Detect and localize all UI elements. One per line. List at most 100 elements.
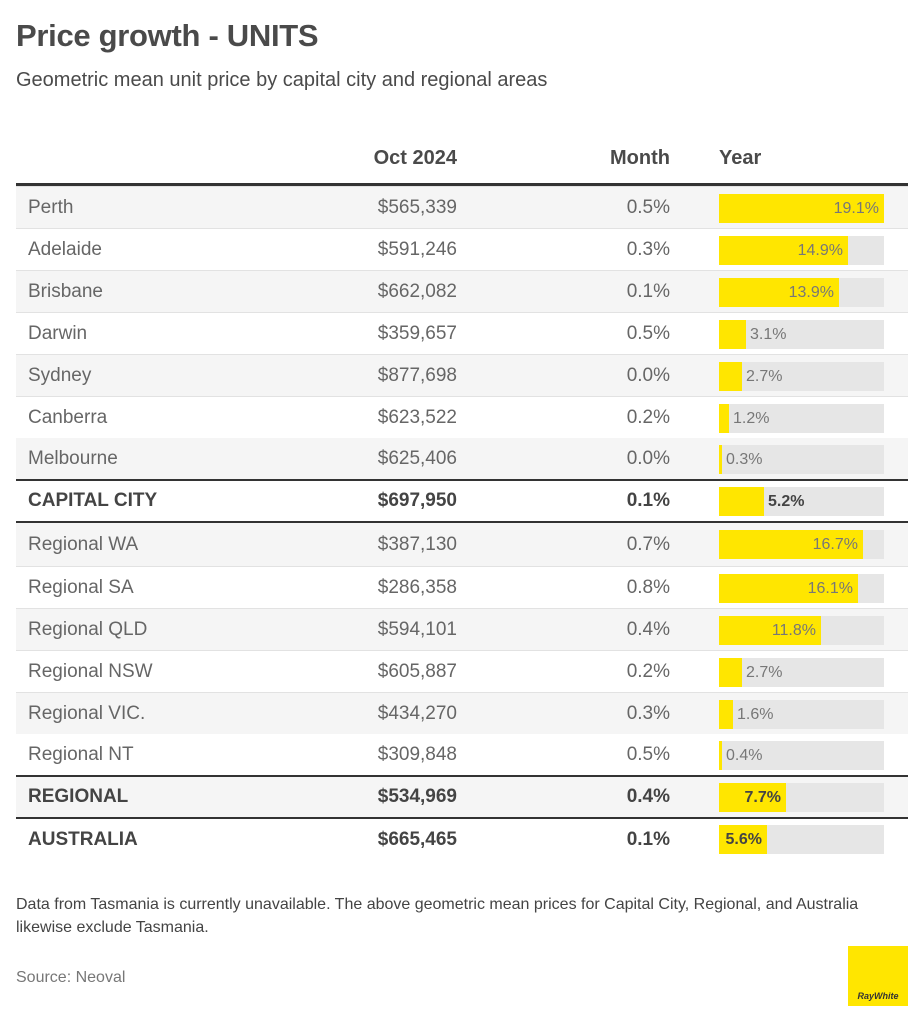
year-bar	[719, 487, 764, 516]
table-row: Darwin $359,657 0.5% 3.1%	[16, 312, 908, 354]
row-month-change: 0.2%	[626, 406, 670, 428]
year-bar-track: 5.2%	[719, 487, 884, 516]
year-bar-label: 13.9%	[788, 283, 834, 301]
row-month-change: 0.8%	[626, 576, 670, 598]
row-month-change: 0.1%	[626, 829, 670, 850]
year-bar	[719, 320, 746, 349]
year-bar-label: 0.3%	[726, 450, 763, 468]
row-price: $625,406	[377, 448, 457, 469]
page-subtitle: Geometric mean unit price by capital cit…	[16, 69, 548, 91]
year-bar	[719, 236, 848, 265]
year-bar	[719, 194, 884, 223]
row-price: $662,082	[377, 280, 457, 302]
year-bar	[719, 825, 767, 854]
year-bar-track: 11.8%	[719, 616, 884, 645]
row-month-change: 0.0%	[626, 364, 670, 386]
row-name: Darwin	[28, 322, 88, 344]
footnote: Data from Tasmania is currently unavaila…	[16, 896, 859, 936]
year-bar-track: 19.1%	[719, 194, 884, 223]
column-header-month: Month	[610, 147, 670, 169]
row-name: Adelaide	[28, 238, 102, 260]
row-name: Melbourne	[28, 448, 118, 469]
row-price: $665,465	[377, 829, 457, 850]
table-row: Melbourne $625,406 0.0% 0.3%	[16, 438, 908, 481]
year-bar-track: 16.1%	[719, 574, 884, 603]
row-month-change: 0.4%	[626, 618, 670, 640]
row-price: $387,130	[377, 533, 457, 555]
table-row: Canberra $623,522 0.2% 1.2%	[16, 396, 908, 438]
year-bar	[719, 700, 733, 729]
row-name: Regional QLD	[28, 618, 148, 640]
year-bar-label: 7.7%	[744, 788, 781, 806]
row-price: $697,950	[377, 490, 457, 511]
table-row: Perth $565,339 0.5% 19.1%	[16, 186, 908, 228]
row-price: $605,887	[377, 660, 457, 682]
row-price: $623,522	[377, 406, 457, 428]
year-bar-track: 1.2%	[719, 404, 884, 433]
row-month-change: 0.5%	[626, 744, 670, 765]
year-bar-track: 14.9%	[719, 236, 884, 265]
year-bar-track: 5.6%	[719, 825, 884, 854]
row-price: $591,246	[377, 238, 457, 260]
year-bar-track: 2.7%	[719, 362, 884, 391]
year-bar-label: 2.7%	[746, 663, 783, 681]
table-row: Brisbane $662,082 0.1% 13.9%	[16, 270, 908, 312]
row-price: $286,358	[377, 576, 457, 598]
year-bar-label: 0.4%	[726, 746, 763, 764]
source-note: Source: Neoval	[16, 969, 126, 986]
row-price: $594,101	[377, 618, 457, 640]
row-name: Regional WA	[28, 533, 139, 555]
column-header-oct-2024: Oct 2024	[373, 147, 457, 169]
row-month-change: 0.1%	[626, 490, 670, 511]
row-month-change: 0.0%	[626, 448, 670, 469]
year-bar-label: 2.7%	[746, 367, 783, 385]
table-row: Adelaide $591,246 0.3% 14.9%	[16, 228, 908, 270]
table-row: Regional QLD $594,101 0.4% 11.8%	[16, 608, 908, 650]
year-bar-track: 2.7%	[719, 658, 884, 687]
year-bar	[719, 574, 858, 603]
row-name: Canberra	[28, 406, 108, 428]
ray-white-logo: RayWhite	[848, 946, 908, 1006]
year-bar-track: 0.4%	[719, 741, 884, 770]
year-bar	[719, 362, 742, 391]
row-month-change: 0.2%	[626, 660, 670, 682]
year-bar-track: 0.3%	[719, 445, 884, 474]
row-month-change: 0.3%	[626, 238, 670, 260]
row-month-change: 0.5%	[626, 196, 670, 218]
year-bar-track: 7.7%	[719, 783, 884, 812]
year-bar	[719, 658, 742, 687]
row-name: Regional SA	[28, 576, 134, 598]
table-row: Regional NSW $605,887 0.2% 2.7%	[16, 650, 908, 692]
price-growth-table: Perth $565,339 0.5% 19.1% Adelaide $591,246 0.…	[16, 186, 908, 862]
row-name: Regional NT	[28, 744, 134, 765]
row-price: $309,848	[377, 744, 457, 765]
year-bar	[719, 530, 863, 559]
row-name: Sydney	[28, 364, 92, 386]
year-bar-label: 1.2%	[733, 409, 770, 427]
year-bar-track: 1.6%	[719, 700, 884, 729]
row-name: Regional VIC.	[28, 702, 146, 724]
year-bar-label: 11.8%	[771, 621, 816, 639]
year-bar-label: 5.6%	[725, 830, 762, 848]
year-bar-track: 13.9%	[719, 278, 884, 307]
table-row: Regional WA $387,130 0.7% 16.7%	[16, 522, 908, 566]
year-bar-label: 14.9%	[797, 241, 843, 259]
year-bar	[719, 616, 821, 645]
year-bar-label: 16.7%	[812, 535, 858, 553]
table-row: REGIONAL $534,969 0.4% 7.7%	[16, 776, 908, 819]
column-header-year: Year	[719, 147, 762, 169]
year-bar	[719, 278, 839, 307]
table-row: Regional VIC. $434,270 0.3% 1.6%	[16, 692, 908, 734]
row-price: $877,698	[377, 364, 457, 386]
year-bar	[719, 783, 786, 812]
row-price: $434,270	[377, 702, 457, 724]
row-price: $359,657	[377, 322, 457, 344]
year-bar	[719, 445, 722, 474]
row-month-change: 0.3%	[626, 702, 670, 724]
year-bar-label: 5.2%	[768, 492, 805, 510]
logo-text: RayWhite	[857, 991, 899, 1001]
row-name: CAPITAL CITY	[28, 490, 158, 511]
year-bar	[719, 404, 729, 433]
page-title: Price growth - UNITS	[16, 18, 319, 53]
row-name: AUSTRALIA	[28, 829, 138, 850]
